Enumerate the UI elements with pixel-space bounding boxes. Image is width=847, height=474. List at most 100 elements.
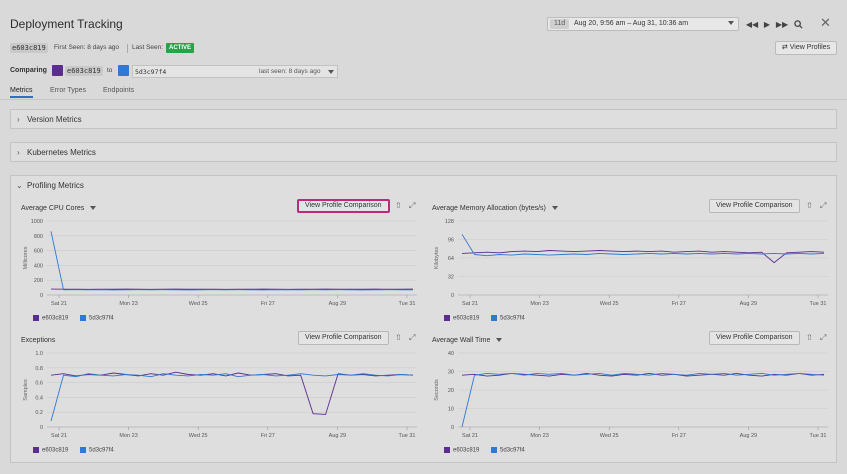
range-duration-badge: 11d	[550, 19, 570, 29]
chart-legend: e603c819 5d3c97f4	[444, 315, 535, 322]
view-profile-comparison-button[interactable]: View Profile Comparison	[298, 331, 389, 345]
y-tick-label: 40	[448, 351, 454, 357]
x-tick-label: Aug 29	[740, 301, 757, 307]
x-tick-label: Wed 25	[189, 301, 208, 307]
legend-label: e603c819	[42, 315, 69, 322]
view-profiles-button[interactable]: ⇄ View Profiles	[775, 41, 837, 55]
chart-title-dropdown[interactable]: Average Memory Allocation (bytes/s)	[432, 205, 558, 212]
legend-swatch	[444, 315, 450, 321]
export-icon[interactable]: ⇧	[806, 201, 813, 210]
expand-icon[interactable]: ⤢	[820, 333, 827, 342]
legend-label: 5d3c97f4	[89, 447, 114, 454]
legend-item: 5d3c97f4	[80, 315, 114, 322]
y-tick-label: 1000	[31, 219, 43, 225]
tab-bar: Metrics Error Types Endpoints	[0, 84, 847, 100]
y-tick-label: 0	[40, 425, 43, 431]
x-tick-label: Sat 21	[462, 433, 478, 439]
legend-item: e603c819	[444, 447, 479, 454]
view-profiles-label: View Profiles	[789, 44, 831, 51]
series-line-5d3c97f4	[50, 231, 413, 291]
page-title: Deployment Tracking	[10, 17, 123, 31]
tab-metrics[interactable]: Metrics	[10, 87, 33, 98]
view-profile-comparison-button[interactable]: View Profile Comparison	[709, 199, 800, 213]
x-tick-label: Wed 25	[600, 433, 619, 439]
legend-label: 5d3c97f4	[89, 315, 114, 322]
export-icon[interactable]: ⇧	[395, 201, 402, 210]
close-icon[interactable]: ✕	[820, 15, 831, 30]
x-tick-label: Aug 29	[740, 433, 757, 439]
legend-item: 5d3c97f4	[491, 315, 525, 322]
chevron-down-icon[interactable]: ⌄	[16, 181, 23, 190]
y-tick-label: 400	[34, 263, 43, 269]
y-tick-label: 0	[451, 425, 454, 431]
exceptions-panel: Exceptions View Profile Comparison ⇧ ⤢ 0…	[21, 331, 429, 469]
y-axis-label: Samples	[23, 379, 29, 401]
chart-legend: e603c819 5d3c97f4	[33, 315, 124, 322]
chevron-right-icon: ›	[17, 115, 20, 124]
y-tick-label: 128	[445, 219, 454, 225]
chevron-down-icon	[728, 21, 734, 25]
view-profile-comparison-button[interactable]: View Profile Comparison	[709, 331, 800, 345]
fast-forward-icon[interactable]: ▶▶	[775, 19, 789, 29]
x-tick-label: Sat 21	[51, 433, 67, 439]
chart-title: Exceptions	[21, 337, 56, 344]
section-title[interactable]: Profiling Metrics	[27, 181, 84, 190]
y-tick-label: 64	[448, 256, 454, 262]
tab-error-types[interactable]: Error Types	[50, 87, 87, 94]
x-tick-label: Tue 31	[399, 433, 416, 439]
y-tick-label: 0.8	[35, 366, 43, 372]
legend-swatch	[80, 447, 87, 453]
cpu-cores-panel: Average CPU Cores View Profile Compariso…	[21, 199, 429, 337]
chart-title-dropdown[interactable]: Average Wall Time	[432, 337, 503, 344]
compare-arrows-icon: ⇄	[781, 44, 790, 51]
chevron-right-icon: ›	[17, 148, 20, 157]
x-tick-label: Sat 21	[462, 301, 478, 307]
legend-label: e603c819	[42, 447, 69, 454]
time-range-picker[interactable]: 11d Aug 20, 9:56 am – Aug 31, 10:36 am	[547, 17, 739, 31]
legend-swatch	[33, 315, 39, 321]
x-tick-label: Fri 27	[261, 301, 275, 307]
series-line-5d3c97f4	[461, 372, 825, 428]
expand-icon[interactable]: ⤢	[409, 333, 416, 342]
tab-endpoints[interactable]: Endpoints	[103, 87, 135, 94]
kubernetes-metrics-section[interactable]: › Kubernetes Metrics	[10, 142, 837, 162]
rewind-icon[interactable]: ◀◀	[745, 19, 759, 29]
y-tick-label: 96	[448, 238, 454, 244]
y-tick-label: 0	[40, 293, 43, 299]
x-tick-label: Wed 25	[189, 433, 208, 439]
target-version-swatch	[118, 65, 129, 76]
y-tick-label: 1.0	[35, 351, 43, 357]
export-icon[interactable]: ⇧	[806, 333, 813, 342]
header-bar: Deployment Tracking 11d Aug 20, 9:56 am …	[0, 0, 847, 38]
target-version-select[interactable]: 5d3c97f4 last seen: 8 days ago	[132, 65, 338, 78]
x-tick-label: Fri 27	[261, 433, 275, 439]
legend-swatch	[491, 315, 498, 321]
comparing-row: Comparing e603c819 to 5d3c97f4 last seen…	[0, 62, 847, 80]
legend-swatch	[491, 447, 498, 453]
search-icon[interactable]	[791, 17, 805, 31]
chart-title-dropdown[interactable]: Average CPU Cores	[21, 205, 97, 212]
legend-label: e603c819	[453, 315, 480, 322]
chevron-down-icon	[328, 70, 334, 74]
y-tick-label: 200	[34, 278, 43, 284]
expand-icon[interactable]: ⤢	[409, 201, 416, 210]
section-title: Kubernetes Metrics	[27, 148, 96, 157]
deployment-info-row: e603c819 First Seen: 8 days ago Last See…	[0, 38, 847, 60]
legend-item: e603c819	[444, 315, 479, 322]
x-tick-label: Mon 23	[530, 301, 548, 307]
status-badge: ACTIVE	[166, 43, 195, 53]
export-icon[interactable]: ⇧	[395, 333, 402, 342]
view-profile-comparison-button[interactable]: View Profile Comparison	[297, 199, 390, 213]
y-tick-label: 30	[448, 370, 454, 376]
comparing-label: Comparing	[10, 67, 47, 74]
version-metrics-section[interactable]: › Version Metrics	[10, 109, 837, 129]
expand-icon[interactable]: ⤢	[820, 201, 827, 210]
legend-swatch	[80, 315, 87, 321]
y-axis-label: Seconds	[434, 379, 440, 401]
legend-label: 5d3c97f4	[500, 315, 525, 322]
play-icon[interactable]: ▶	[763, 19, 771, 29]
y-axis-label: Millicores	[23, 246, 29, 269]
y-tick-label: 0.4	[35, 395, 43, 401]
y-tick-label: 800	[34, 234, 43, 240]
base-version-chip: e603c819	[65, 66, 103, 76]
